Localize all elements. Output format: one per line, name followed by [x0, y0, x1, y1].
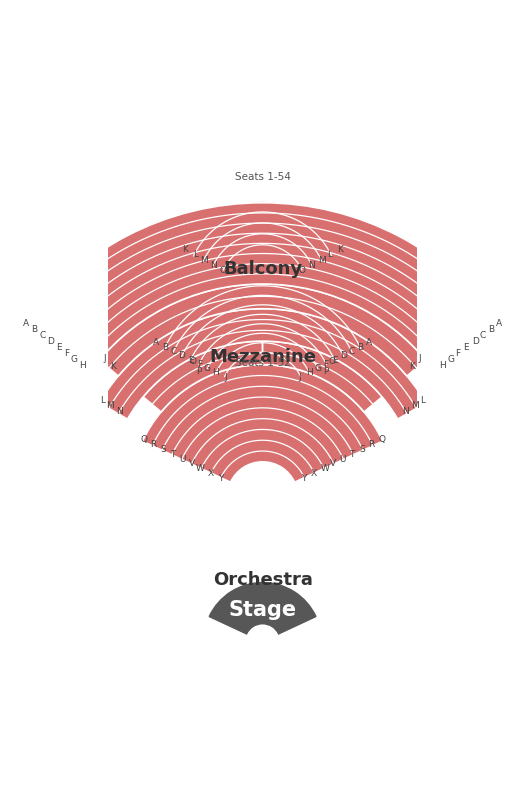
Text: C: C: [349, 347, 355, 356]
Text: D: D: [340, 351, 347, 360]
Text: X: X: [311, 470, 317, 478]
Text: K: K: [337, 246, 343, 254]
Text: S: S: [161, 445, 166, 454]
Wedge shape: [262, 341, 382, 412]
Text: V: V: [189, 459, 195, 469]
Text: T: T: [349, 450, 355, 458]
Text: O: O: [220, 266, 227, 275]
Text: O: O: [329, 357, 335, 366]
Text: Seats 1-52: Seats 1-52: [235, 358, 290, 368]
Text: N: N: [211, 261, 217, 270]
Text: A: A: [153, 338, 160, 347]
Text: B: B: [357, 342, 363, 352]
Text: F: F: [456, 349, 460, 358]
Text: L: L: [100, 396, 105, 405]
Text: A: A: [23, 318, 29, 327]
Text: G: G: [315, 364, 322, 373]
Text: P: P: [323, 367, 329, 376]
Text: N: N: [308, 261, 315, 270]
Text: B: B: [162, 342, 168, 352]
Text: E: E: [188, 355, 193, 365]
Text: D: D: [47, 337, 54, 346]
Text: M: M: [411, 402, 419, 410]
Text: H: H: [439, 362, 446, 370]
Text: T: T: [171, 450, 176, 458]
Text: N: N: [117, 407, 123, 416]
Text: Y: Y: [218, 474, 224, 483]
Text: Y: Y: [301, 474, 307, 483]
Text: O: O: [298, 266, 306, 275]
Text: G: G: [203, 364, 210, 373]
Text: X: X: [208, 470, 214, 478]
Text: F: F: [197, 360, 202, 369]
Text: K: K: [410, 362, 415, 371]
Text: S: S: [359, 445, 365, 454]
Text: N: N: [402, 407, 408, 416]
Text: O: O: [190, 357, 197, 366]
Text: A: A: [365, 338, 372, 347]
Text: B: B: [488, 325, 494, 334]
Text: M: M: [200, 255, 207, 265]
Text: H: H: [212, 369, 219, 378]
Wedge shape: [156, 276, 369, 381]
Text: L: L: [328, 250, 332, 259]
Text: L: L: [193, 250, 198, 259]
Text: Mezzanine: Mezzanine: [209, 348, 316, 366]
Text: U: U: [179, 454, 185, 463]
Text: Stage: Stage: [228, 600, 297, 620]
Text: A: A: [496, 318, 502, 327]
Text: L: L: [420, 396, 425, 405]
Wedge shape: [209, 582, 316, 634]
Wedge shape: [184, 201, 342, 274]
Text: E: E: [332, 355, 338, 365]
Text: D: D: [178, 351, 185, 360]
Wedge shape: [143, 341, 262, 412]
Text: R: R: [369, 440, 375, 449]
Text: W: W: [196, 464, 205, 474]
Text: J: J: [298, 373, 301, 382]
Text: F: F: [323, 360, 329, 369]
Text: J: J: [104, 354, 107, 363]
Text: F: F: [65, 349, 70, 358]
Wedge shape: [22, 202, 504, 375]
Text: G: G: [71, 355, 78, 364]
Text: K: K: [110, 362, 116, 371]
Text: H: H: [79, 362, 86, 370]
Text: C: C: [170, 347, 176, 356]
Text: Orchestra: Orchestra: [213, 571, 312, 590]
Text: G: G: [447, 355, 454, 364]
Wedge shape: [99, 309, 426, 419]
Text: Balcony: Balcony: [223, 260, 302, 278]
Text: B: B: [31, 325, 37, 334]
Text: Q: Q: [378, 435, 385, 444]
Text: C: C: [480, 330, 486, 340]
Text: E: E: [464, 343, 469, 352]
Wedge shape: [99, 284, 426, 376]
Text: W: W: [320, 464, 329, 474]
Text: E: E: [56, 343, 61, 352]
Text: J: J: [419, 354, 422, 363]
Text: R: R: [150, 440, 156, 449]
Text: M: M: [318, 255, 326, 265]
Text: Seats 1-54: Seats 1-54: [235, 172, 290, 182]
Text: H: H: [307, 369, 313, 378]
Text: K: K: [182, 246, 188, 254]
Text: U: U: [340, 454, 346, 463]
Text: J: J: [225, 373, 227, 382]
Text: P: P: [196, 367, 202, 376]
Text: D: D: [471, 337, 479, 346]
Text: V: V: [330, 459, 336, 469]
Wedge shape: [142, 365, 383, 482]
Text: Q: Q: [140, 435, 147, 444]
Text: M: M: [107, 402, 114, 410]
Text: C: C: [39, 330, 45, 340]
